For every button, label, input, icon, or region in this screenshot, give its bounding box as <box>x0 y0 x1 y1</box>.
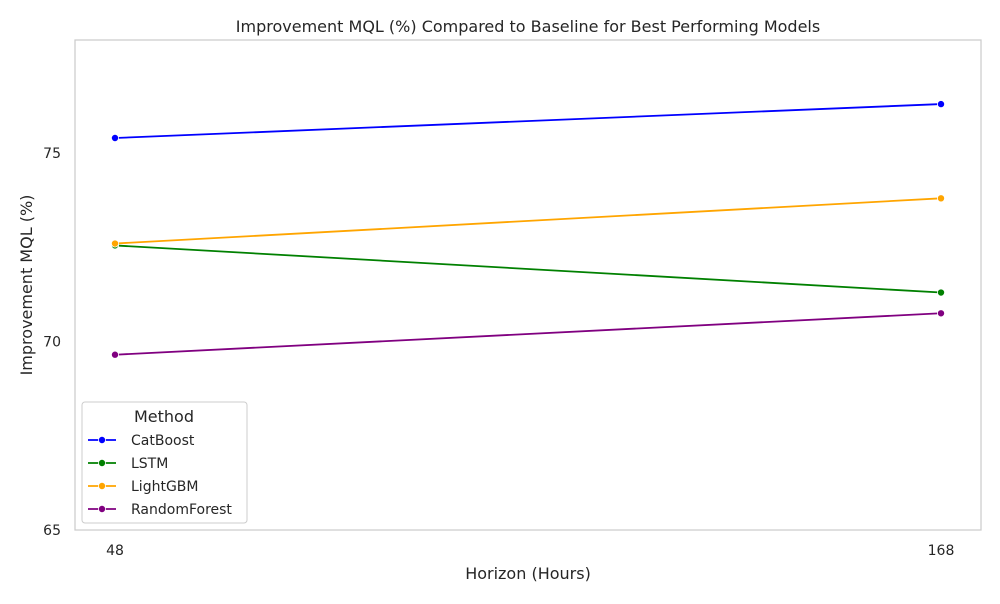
legend-label: LightGBM <box>131 479 198 495</box>
series-layer <box>111 100 946 359</box>
legend-box <box>81 401 248 524</box>
legend-label: LSTM <box>131 456 168 472</box>
series-line <box>114 197 942 245</box>
legend: Method CatBoost LSTM LightGBM RandomForest <box>81 401 248 524</box>
data-point <box>937 288 946 297</box>
data-point <box>937 194 946 203</box>
x-tick-label: 48 <box>106 543 124 559</box>
legend-marker <box>98 504 107 513</box>
x-axis-ticks: 48 168 <box>106 543 954 559</box>
series-randomforest <box>111 309 946 359</box>
legend-item: CatBoost <box>88 433 195 449</box>
legend-item: LightGBM <box>88 479 198 495</box>
legend-marker <box>98 458 107 467</box>
data-point <box>937 309 946 318</box>
legend-title: Method <box>134 407 194 426</box>
data-point <box>111 350 120 359</box>
data-point <box>111 133 120 142</box>
legend-items: CatBoost LSTM LightGBM RandomForest <box>88 433 232 518</box>
x-axis-label: Horizon (Hours) <box>465 564 591 583</box>
legend-label: RandomForest <box>131 502 232 518</box>
series-line <box>114 312 942 356</box>
chart-title: Improvement MQL (%) Compared to Baseline… <box>236 17 820 36</box>
y-tick-label: 70 <box>43 335 61 351</box>
x-tick-label: 168 <box>928 543 955 559</box>
legend-marker <box>98 435 107 444</box>
series-lightgbm <box>111 194 946 248</box>
y-axis-label: Improvement MQL (%) <box>17 195 36 376</box>
legend-item: LSTM <box>88 456 168 472</box>
series-catboost <box>111 100 946 142</box>
series-line <box>114 103 942 139</box>
y-tick-label: 65 <box>43 523 61 539</box>
legend-item: RandomForest <box>88 502 232 518</box>
legend-marker <box>98 481 107 490</box>
series-line <box>114 244 942 294</box>
legend-label: CatBoost <box>131 433 195 449</box>
data-point <box>111 239 120 248</box>
data-point <box>937 100 946 109</box>
y-axis-ticks: 65 70 75 <box>43 146 61 539</box>
y-tick-label: 75 <box>43 146 61 162</box>
